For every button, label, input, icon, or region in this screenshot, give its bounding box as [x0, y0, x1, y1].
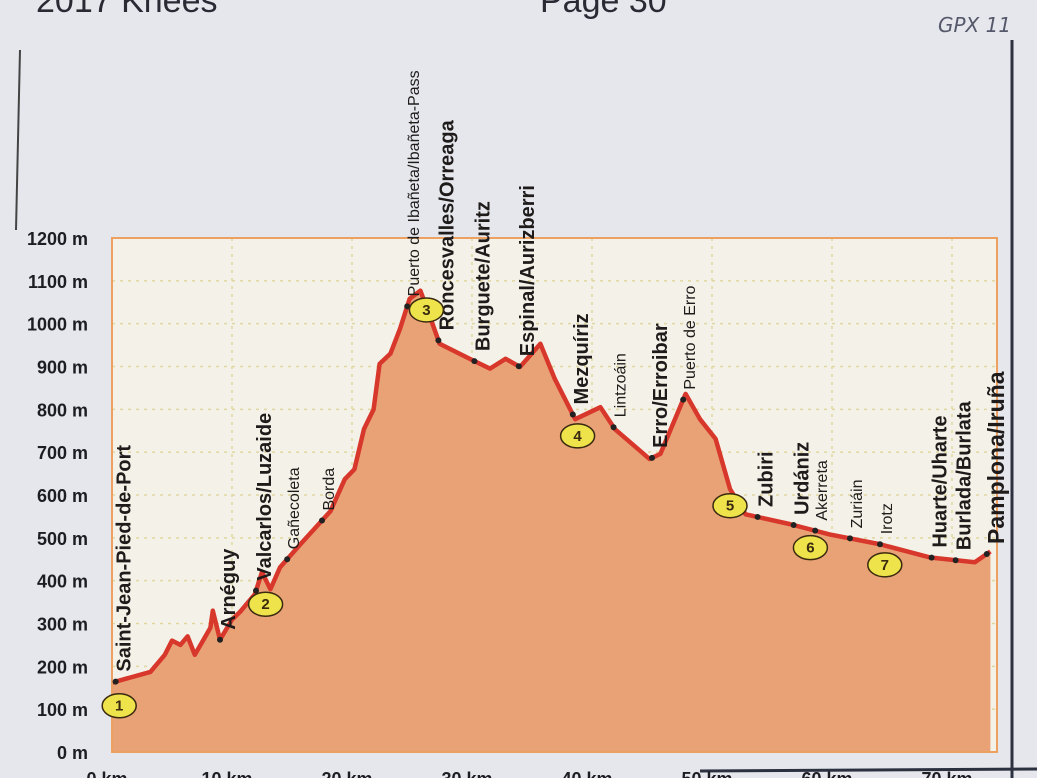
place-label: Lintzoáin: [613, 353, 630, 417]
place-labels: Saint-Jean-Pied-de-Port Arnéguy Valcarlos/…: [114, 70, 1009, 671]
place-label: Arnéguy: [218, 548, 240, 630]
stage-markers: 1 2 3 4 5 6 7: [101, 297, 903, 719]
place-dot: [790, 522, 797, 529]
y-tick-label: 200 m: [37, 657, 88, 677]
place-dot: [471, 358, 478, 365]
y-axis: 0 m 100 m 200 m 300 m 400 m 500 m 600 m 700 m 80…: [27, 229, 88, 763]
y-tick-label: 700 m: [37, 443, 88, 463]
y-tick-label: 1200 m: [27, 229, 88, 249]
place-label: Gañecoleta: [286, 467, 303, 549]
place-dot: [435, 337, 442, 344]
place-dot: [847, 535, 853, 542]
handwritten-note: GPX 11: [938, 13, 1011, 37]
place-dot: [284, 556, 291, 563]
place-dot: [515, 363, 522, 370]
place-dot: [754, 513, 761, 520]
stage-marker-number: 6: [806, 540, 814, 557]
page-edge-left: [15, 49, 21, 231]
stage-marker-badge: [101, 692, 137, 719]
stage-marker: 3: [408, 297, 445, 323]
place-label: Burlada/Burlata: [954, 400, 976, 550]
place-dot: [952, 557, 959, 564]
stage-marker: 1: [101, 692, 137, 719]
stage-marker-number: 3: [422, 302, 430, 319]
place-label: Urdániz: [792, 442, 814, 515]
x-tick-label: 30 km: [441, 769, 492, 778]
place-dot: [877, 541, 883, 548]
place-label: Pamplona/Iruña: [983, 371, 1009, 544]
place-dot: [812, 527, 819, 534]
place-label: Roncesvalles/Orreaga: [436, 119, 458, 330]
place-label: Saint-Jean-Pied-de-Port: [114, 445, 136, 672]
y-tick-label: 900 m: [37, 358, 88, 378]
stage-marker-badge: [559, 423, 596, 449]
place-dot: [983, 551, 990, 558]
elevation-line: [111, 288, 992, 685]
y-tick-label: 1000 m: [27, 315, 88, 335]
place-label: Puerto de Erro: [682, 285, 699, 389]
x-tick-label: 60 km: [801, 769, 852, 778]
place-dot: [253, 587, 259, 594]
place-label: Puerto de Ibañeta/Ibañeta-Pass: [406, 70, 423, 296]
stage-marker: 5: [712, 492, 748, 519]
place-label: Zuriáin: [849, 479, 866, 528]
place-label: Huarte/Uharte: [930, 415, 952, 547]
header-left: 2017 Knees: [36, 0, 218, 20]
stage-marker: 2: [247, 591, 284, 617]
x-tick-label: 20 km: [321, 769, 372, 778]
stage-marker-number: 1: [115, 698, 123, 715]
place-label: Erro/Erroibar: [650, 323, 672, 448]
y-tick-label: 400 m: [37, 572, 88, 592]
place-dots: [112, 303, 990, 685]
y-tick-label: 800 m: [37, 400, 88, 420]
place-label: Irotz: [879, 503, 896, 534]
place-dot: [610, 424, 617, 431]
stage-marker: 4: [559, 423, 596, 449]
place-dot: [319, 517, 325, 524]
place-dot: [569, 411, 576, 418]
place-label: Valcarlos/Luzaide: [254, 413, 276, 581]
y-tick-label: 1100 m: [28, 272, 88, 292]
plot-frame: [111, 237, 998, 753]
stage-marker-badge: [867, 552, 903, 578]
place-dot: [404, 303, 411, 310]
stage-marker-badge: [792, 534, 829, 561]
place-dot: [217, 636, 223, 643]
place-dot: [928, 554, 935, 561]
y-tick-label: 0 m: [57, 743, 88, 763]
place-dot: [112, 678, 119, 685]
place-label: Espinal/Aurizberri: [517, 185, 539, 356]
place-label: Zubiri: [756, 451, 778, 507]
place-label: Borda: [321, 468, 338, 511]
place-label: Mezquíriz: [571, 313, 593, 404]
place-label: Akerreta: [814, 460, 831, 521]
stage-marker-badge: [408, 297, 445, 323]
page-edge-bottom: [699, 767, 1037, 773]
x-tick-label: 0 km: [86, 769, 127, 778]
stage-marker-number: 7: [881, 557, 889, 574]
x-tick-label: 40 km: [561, 769, 612, 778]
x-tick-label: 10 km: [201, 769, 252, 778]
place-label: Burguete/Auritz: [472, 201, 494, 351]
stage-marker-number: 2: [261, 596, 269, 613]
stage-marker: 7: [867, 552, 903, 578]
x-axis: 0 km 10 km 20 km 30 km 40 km 50 km 60 km 70 km: [86, 769, 972, 778]
x-tick-label: 50 km: [681, 769, 732, 778]
stage-marker-number: 4: [573, 428, 582, 445]
elevation-area: [112, 290, 991, 752]
place-dot: [680, 396, 687, 403]
x-tick-label: 70 km: [921, 769, 972, 778]
stage-marker-badge: [247, 591, 284, 617]
place-dot: [649, 454, 655, 461]
stage-marker-number: 5: [726, 498, 734, 515]
header-page: Page 30: [540, 0, 667, 20]
y-tick-label: 500 m: [37, 529, 88, 549]
y-tick-label: 100 m: [37, 700, 88, 720]
stage-marker-badge: [712, 492, 748, 519]
stage-marker: 6: [792, 534, 829, 561]
y-tick-label: 300 m: [37, 615, 88, 635]
y-tick-label: 600 m: [37, 486, 88, 506]
